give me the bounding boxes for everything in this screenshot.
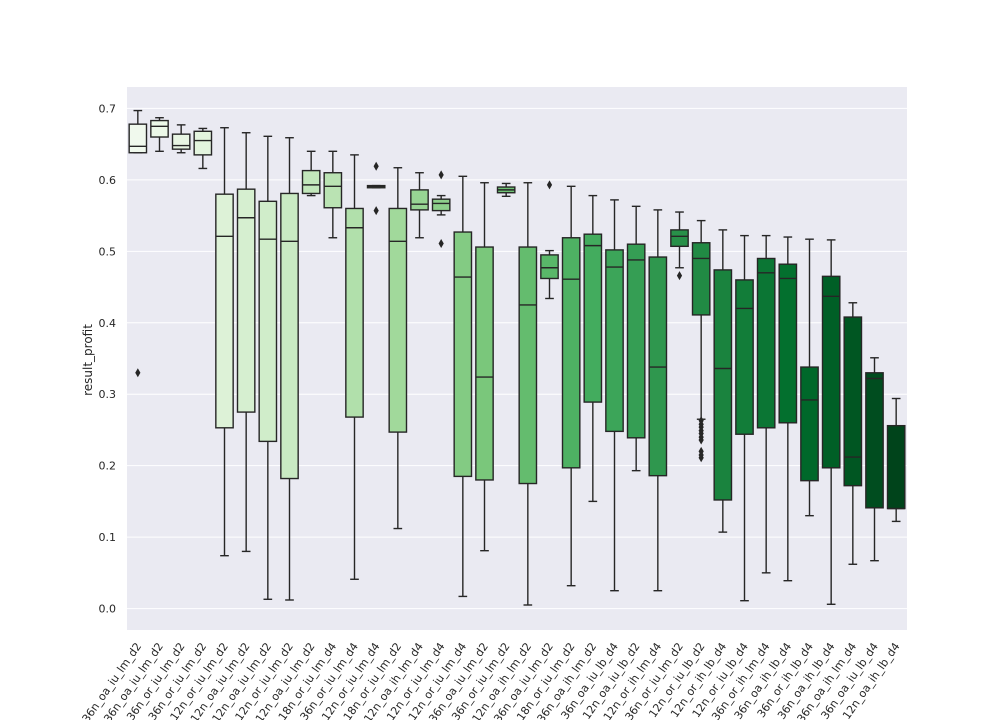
box-8: [301, 150, 321, 197]
outlier-point: [698, 453, 704, 463]
box-25: [670, 211, 689, 281]
box-10: [345, 154, 364, 580]
box-20: [561, 185, 581, 587]
box-body: [236, 188, 256, 413]
box-body: [865, 372, 884, 509]
box-body: [453, 231, 473, 478]
box-13: [410, 172, 429, 239]
box-7: [280, 137, 299, 601]
y-tick-labels: 0.0 0.1 0.2 0.3 0.4 0.5 0.6 0.7: [99, 102, 117, 615]
box-21: [583, 194, 603, 503]
box-body: [301, 169, 321, 195]
box-17: [496, 182, 516, 198]
box-body: [540, 254, 559, 280]
box-12: [388, 167, 408, 530]
box-body: [821, 275, 841, 469]
box-4: [215, 127, 234, 557]
box-18: [518, 182, 538, 606]
box-body: [475, 246, 494, 481]
y-axis-label: result_profit: [81, 324, 95, 396]
box-body: [150, 119, 169, 138]
box-body: [843, 316, 863, 487]
outlier-point: [135, 368, 141, 378]
outlier-point: [546, 180, 553, 190]
outlier-point: [373, 206, 379, 216]
box-body: [670, 229, 689, 248]
box-body: [756, 257, 776, 429]
box-body: [626, 243, 646, 439]
box-19: [540, 180, 559, 300]
y-tick-label: 0.2: [99, 460, 117, 473]
box-26: [691, 219, 711, 463]
box-body: [583, 233, 603, 403]
box-body: [258, 200, 278, 443]
box-body: [691, 242, 711, 316]
box-body: [886, 424, 906, 510]
box-body: [778, 263, 798, 424]
y-gridlines: [127, 107, 907, 610]
y-tick-label: 0.6: [99, 174, 117, 187]
plot-area-background: [127, 87, 907, 630]
box-30: [778, 236, 798, 582]
box-16: [475, 182, 494, 552]
box-24: [648, 209, 668, 592]
boxes: [128, 109, 906, 606]
box-body: [171, 133, 191, 150]
box-body: [605, 249, 624, 433]
box-body: [280, 192, 299, 480]
box-6: [258, 135, 278, 600]
box-34: [865, 357, 884, 562]
outlier-point: [438, 238, 444, 248]
box-body: [215, 193, 234, 429]
box-35: [886, 397, 906, 523]
box-22: [605, 199, 624, 592]
box-body: [431, 198, 451, 212]
box-body: [193, 130, 213, 156]
box-11: [366, 161, 386, 216]
box-23: [626, 205, 646, 472]
box-3: [193, 127, 213, 170]
box-14: [431, 170, 451, 248]
box-body: [561, 237, 581, 469]
y-tick-label: 0.1: [99, 531, 117, 544]
box-27: [713, 229, 733, 533]
box-28: [735, 234, 754, 602]
y-tick-label: 0.4: [99, 317, 117, 330]
box-33: [843, 302, 863, 565]
box-29: [756, 234, 776, 574]
box-32: [821, 239, 841, 605]
box-2: [171, 124, 191, 154]
box-5: [236, 132, 256, 553]
box-body: [648, 256, 668, 477]
box-body: [518, 246, 538, 485]
x-tick-labels: 36n_oa_iu_lm_d236n_oa_iu_lm_d236n_or_iu_…: [80, 640, 903, 720]
box-body: [323, 172, 343, 209]
y-tick-label: 0.7: [99, 102, 117, 115]
box-1: [150, 117, 169, 153]
outlier-point: [373, 161, 379, 171]
box-body: [410, 189, 429, 211]
outlier-point: [438, 170, 444, 180]
box-body: [713, 269, 733, 501]
box-body: [388, 207, 408, 433]
outlier-point: [698, 435, 704, 445]
y-tick-label: 0.0: [99, 603, 117, 616]
box-body: [128, 123, 148, 154]
box-15: [453, 175, 473, 598]
outlier-point: [676, 271, 683, 281]
box-31: [800, 238, 819, 517]
box-body: [735, 279, 754, 435]
box-0: [128, 109, 148, 378]
y-tick-label: 0.3: [99, 388, 117, 401]
box-body: [800, 366, 819, 482]
y-tick-label: 0.5: [99, 245, 117, 258]
box-body: [345, 207, 364, 418]
box-9: [323, 150, 343, 239]
